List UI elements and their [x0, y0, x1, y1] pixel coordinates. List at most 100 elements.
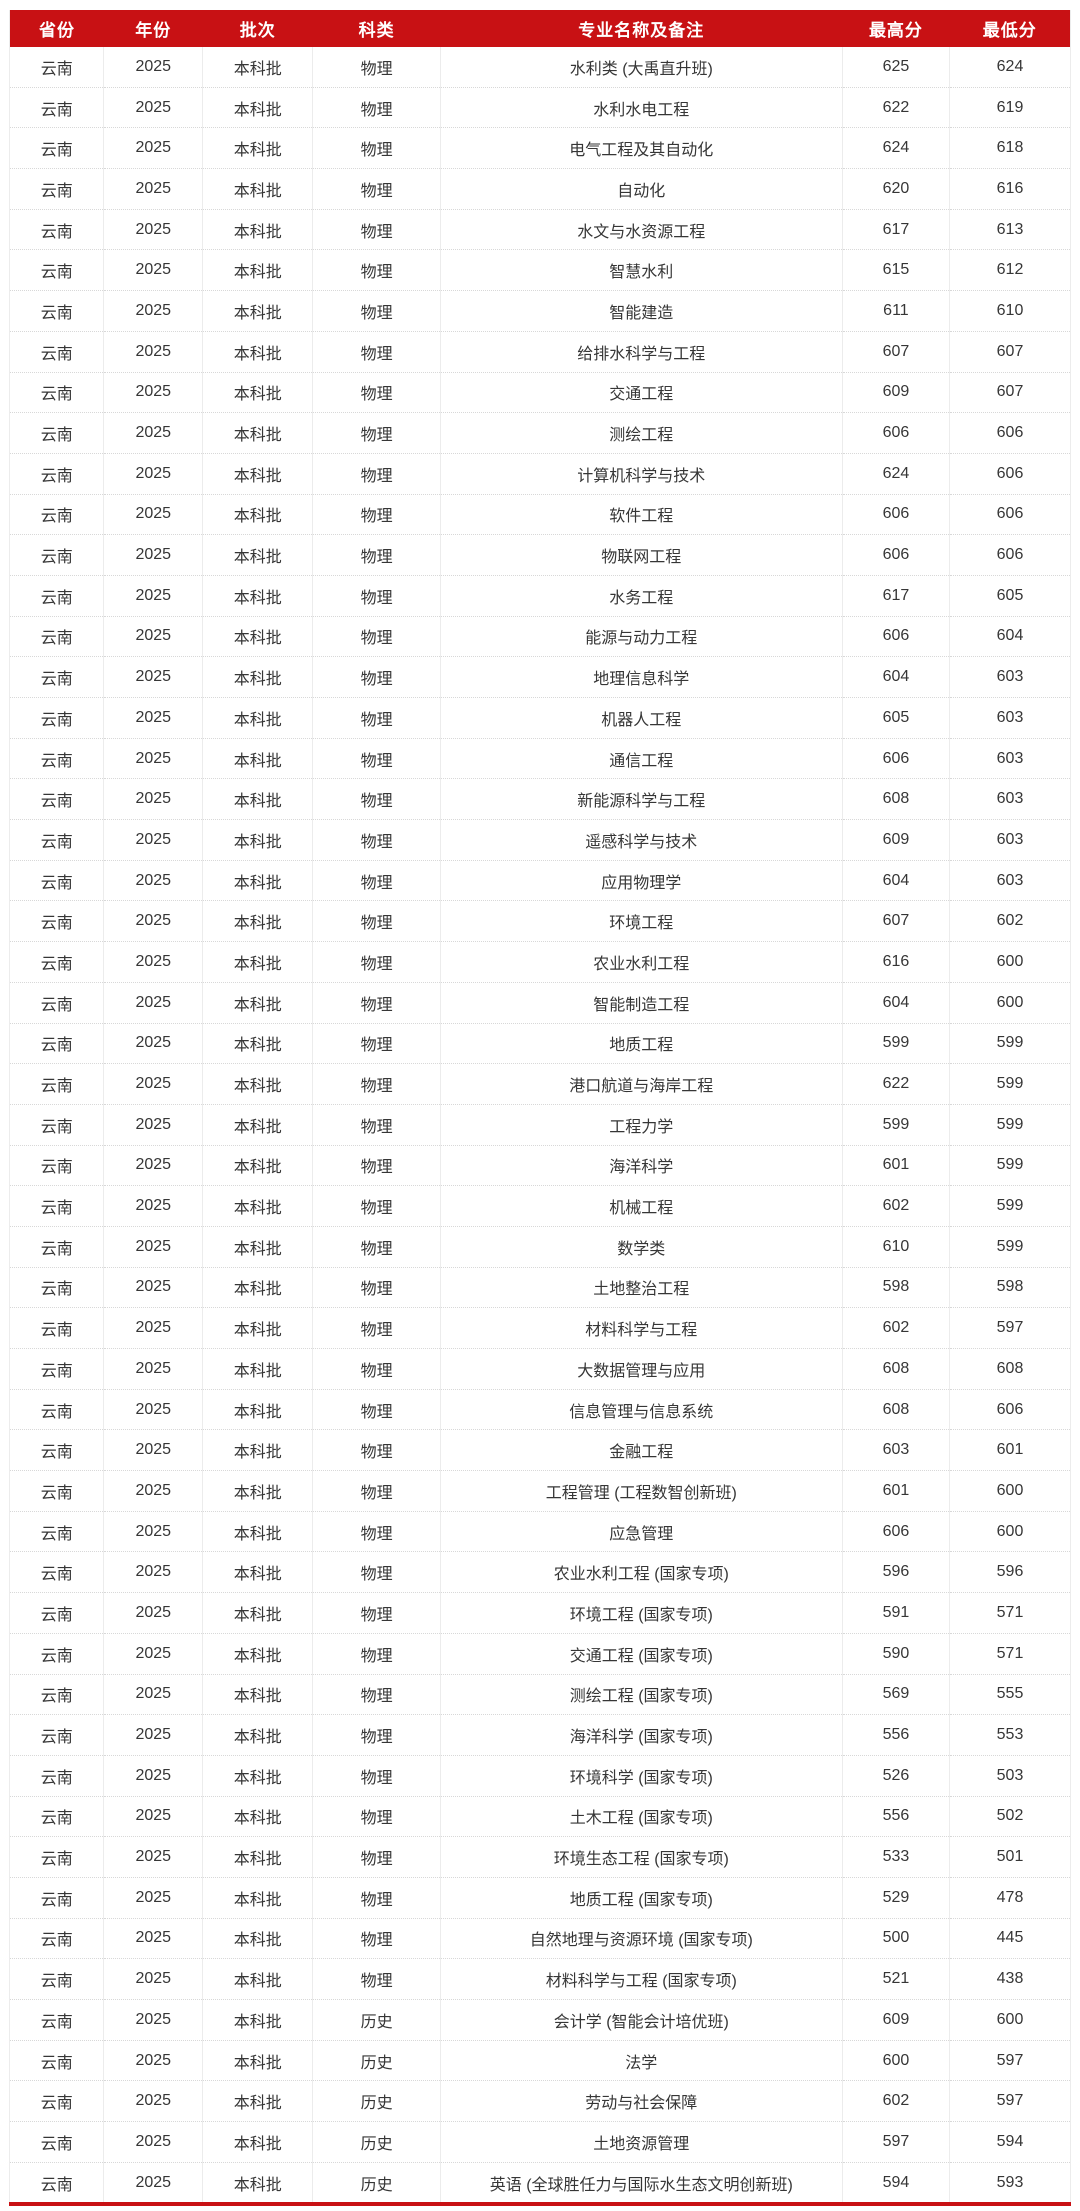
- cell-max_score: 591: [842, 1592, 951, 1634]
- cell-major: 交通工程 (国家专项): [440, 1632, 843, 1674]
- cell-province: 云南: [9, 290, 105, 332]
- cell-batch: 本科批: [202, 1307, 314, 1349]
- cell-category: 历史: [312, 2039, 441, 2081]
- cell-year: 2025: [103, 2161, 204, 2205]
- cell-min_score: 597: [949, 2080, 1071, 2122]
- cell-batch: 本科批: [202, 1103, 314, 1146]
- cell-major: 环境生态工程 (国家专项): [440, 1836, 843, 1878]
- table-row: 云南 2025 本科批 物理 地理信息科学 604 603: [9, 656, 1071, 698]
- cell-year: 2025: [103, 1510, 204, 1552]
- cell-major: 给排水科学与工程: [440, 330, 843, 372]
- cell-province: 云南: [9, 1266, 105, 1308]
- table-row: 云南 2025 本科批 物理 材料科学与工程 602 597: [9, 1307, 1071, 1349]
- cell-province: 云南: [9, 1429, 105, 1471]
- cell-province: 云南: [9, 1795, 105, 1837]
- cell-category: 物理: [312, 1348, 441, 1390]
- cell-category: 物理: [312, 1836, 441, 1878]
- cell-major: 法学: [440, 2039, 843, 2081]
- cell-major: 水文与水资源工程: [440, 208, 843, 250]
- cell-province: 云南: [9, 2161, 105, 2205]
- table-row: 云南 2025 本科批 物理 计算机科学与技术 624 606: [9, 452, 1071, 495]
- cell-province: 云南: [9, 981, 105, 1023]
- cell-min_score: 594: [949, 2121, 1071, 2163]
- cell-min_score: 608: [949, 1348, 1071, 1390]
- cell-major: 自动化: [440, 168, 843, 210]
- cell-max_score: 624: [842, 452, 951, 495]
- cell-batch: 本科批: [202, 574, 314, 617]
- cell-year: 2025: [103, 47, 204, 88]
- cell-province: 云南: [9, 2039, 105, 2081]
- cell-max_score: 608: [842, 1388, 951, 1430]
- cell-max_score: 608: [842, 1348, 951, 1390]
- table-row: 云南 2025 本科批 物理 测绘工程 (国家专项) 569 555: [9, 1673, 1071, 1715]
- header-year: 年份: [103, 10, 203, 47]
- cell-province: 云南: [9, 493, 105, 535]
- header-max-score: 最高分: [842, 10, 950, 47]
- cell-batch: 本科批: [202, 1470, 314, 1512]
- cell-year: 2025: [103, 900, 204, 942]
- cell-year: 2025: [103, 1958, 204, 2000]
- cell-major: 土地整治工程: [440, 1266, 843, 1308]
- cell-category: 物理: [312, 1592, 441, 1634]
- cell-province: 云南: [9, 127, 105, 169]
- cell-min_score: 607: [949, 330, 1071, 372]
- cell-max_score: 605: [842, 697, 951, 739]
- cell-major: 信息管理与信息系统: [440, 1388, 843, 1430]
- cell-batch: 本科批: [202, 1225, 314, 1268]
- cell-category: 物理: [312, 127, 441, 169]
- cell-max_score: 597: [842, 2121, 951, 2163]
- cell-batch: 本科批: [202, 2121, 314, 2163]
- cell-year: 2025: [103, 249, 204, 291]
- cell-year: 2025: [103, 574, 204, 617]
- cell-max_score: 625: [842, 47, 951, 88]
- cell-year: 2025: [103, 1063, 204, 1105]
- cell-batch: 本科批: [202, 1510, 314, 1552]
- cell-max_score: 609: [842, 371, 951, 413]
- table-row: 云南 2025 本科批 历史 劳动与社会保障 602 597: [9, 2080, 1071, 2122]
- cell-category: 物理: [312, 1551, 441, 1593]
- cell-min_score: 599: [949, 1225, 1071, 1268]
- cell-major: 土木工程 (国家专项): [440, 1795, 843, 1837]
- cell-major: 智能建造: [440, 290, 843, 332]
- table-row: 云南 2025 本科批 物理 物联网工程 606 606: [9, 534, 1071, 576]
- cell-major: 工程力学: [440, 1103, 843, 1146]
- cell-year: 2025: [103, 1592, 204, 1634]
- cell-min_score: 600: [949, 1510, 1071, 1552]
- cell-category: 物理: [312, 574, 441, 617]
- cell-year: 2025: [103, 168, 204, 210]
- cell-category: 物理: [312, 697, 441, 739]
- cell-batch: 本科批: [202, 1714, 314, 1756]
- cell-min_score: 599: [949, 1063, 1071, 1105]
- table-row: 云南 2025 本科批 物理 金融工程 603 601: [9, 1429, 1071, 1471]
- table-row: 云南 2025 本科批 物理 自动化 620 616: [9, 168, 1071, 210]
- cell-major: 环境工程: [440, 900, 843, 942]
- table-row: 云南 2025 本科批 物理 地质工程 599 599: [9, 1022, 1071, 1064]
- cell-category: 物理: [312, 1307, 441, 1349]
- cell-year: 2025: [103, 1917, 204, 1959]
- cell-max_score: 606: [842, 1510, 951, 1552]
- cell-category: 物理: [312, 208, 441, 250]
- cell-category: 物理: [312, 1958, 441, 2000]
- cell-category: 物理: [312, 778, 441, 820]
- cell-min_score: 571: [949, 1592, 1071, 1634]
- cell-min_score: 618: [949, 127, 1071, 169]
- cell-batch: 本科批: [202, 127, 314, 169]
- cell-max_score: 602: [842, 2080, 951, 2122]
- cell-batch: 本科批: [202, 249, 314, 291]
- table-row: 云南 2025 本科批 物理 自然地理与资源环境 (国家专项) 500 445: [9, 1917, 1071, 1959]
- cell-batch: 本科批: [202, 981, 314, 1023]
- cell-max_score: 624: [842, 127, 951, 169]
- cell-batch: 本科批: [202, 1266, 314, 1308]
- cell-province: 云南: [9, 1714, 105, 1756]
- cell-province: 云南: [9, 1144, 105, 1186]
- cell-year: 2025: [103, 1185, 204, 1227]
- cell-year: 2025: [103, 1754, 204, 1797]
- cell-min_score: 438: [949, 1958, 1071, 2000]
- table-row: 云南 2025 本科批 物理 工程管理 (工程数智创新班) 601 600: [9, 1470, 1071, 1512]
- cell-major: 机械工程: [440, 1185, 843, 1227]
- cell-batch: 本科批: [202, 1754, 314, 1797]
- table-row: 云南 2025 本科批 物理 水务工程 617 605: [9, 574, 1071, 617]
- cell-batch: 本科批: [202, 208, 314, 250]
- cell-year: 2025: [103, 819, 204, 861]
- cell-batch: 本科批: [202, 168, 314, 210]
